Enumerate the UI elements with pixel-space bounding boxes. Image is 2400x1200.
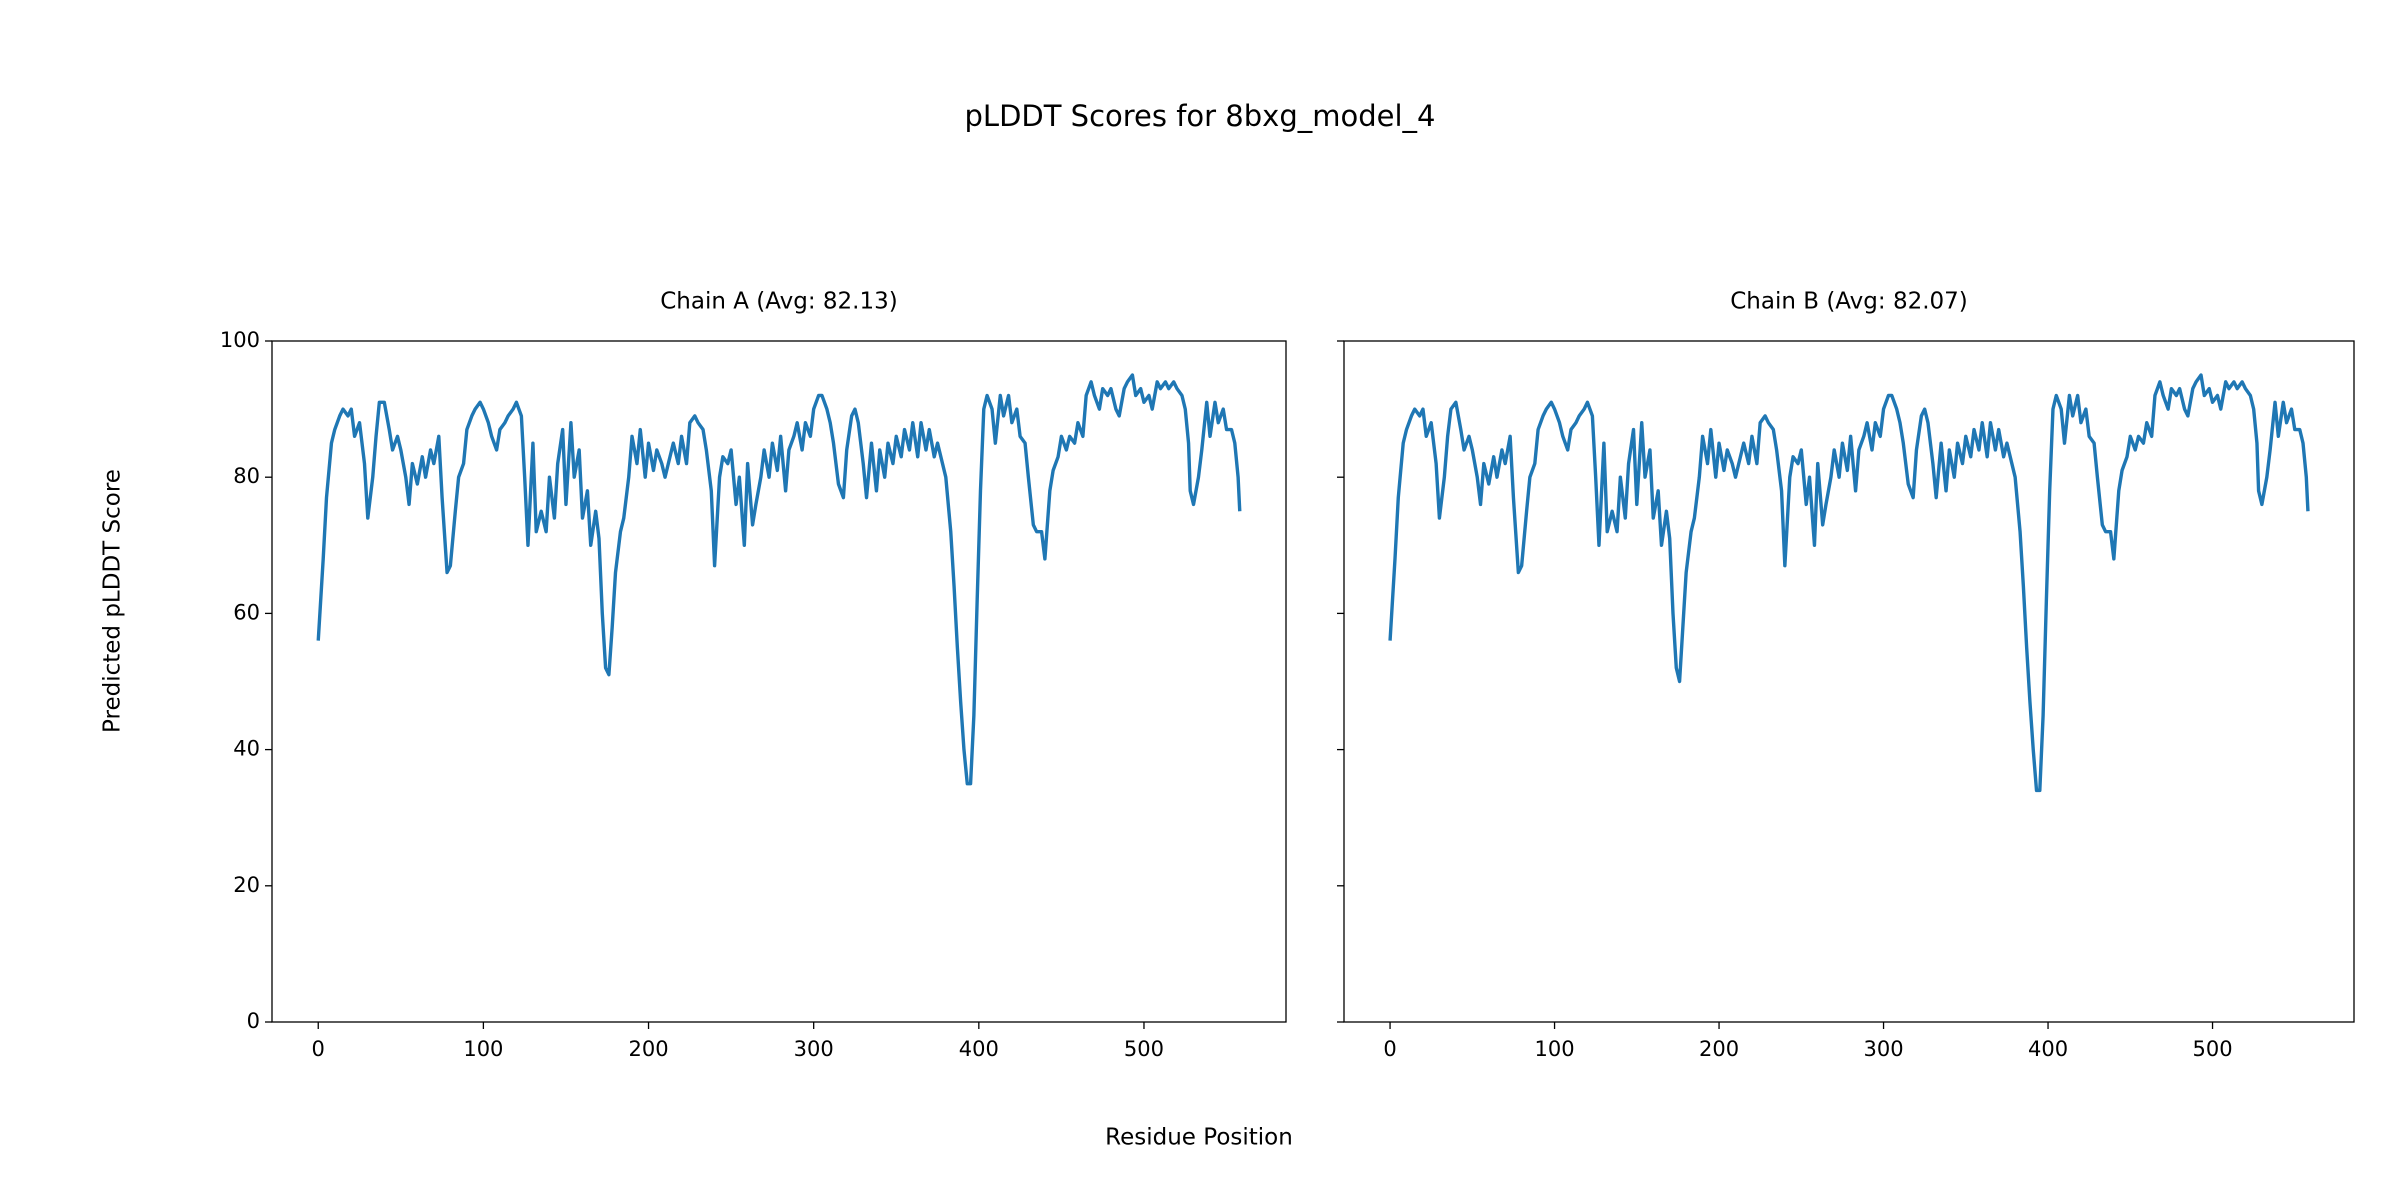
x-tick-label: 100 [1535,1037,1575,1061]
x-tick-label: 500 [1124,1037,1164,1061]
x-tick-label: 200 [1699,1037,1739,1061]
x-tick-label: 200 [628,1037,668,1061]
x-tick-label: 400 [959,1037,999,1061]
score-line [316,373,1242,786]
x-tick-label: 0 [312,1037,325,1061]
figure-title: pLDDT Scores for 8bxg_model_4 [965,99,1436,133]
y-tick-label: 80 [233,464,260,488]
subplot-title: Chain B (Avg: 82.07) [1730,289,1968,315]
y-axis-label: Predicted pLDDT Score [100,469,126,733]
x-tick-label: 300 [1863,1037,1903,1061]
subplot-title: Chain A (Avg: 82.13) [660,289,898,315]
x-tick-label: 300 [794,1037,834,1061]
y-tick-label: 0 [247,1009,260,1033]
y-tick-label: 60 [233,600,260,624]
axes-frame [1343,340,2355,1023]
y-tick-label: 40 [233,737,260,761]
y-tick-label: 100 [220,328,260,352]
x-tick-label: 500 [2192,1037,2232,1061]
y-tick-label: 20 [233,873,260,897]
x-axis-label: Residue Position [1105,1125,1293,1151]
x-tick-label: 400 [2028,1037,2068,1061]
x-tick-label: 100 [463,1037,503,1061]
score-line [1388,373,2310,793]
axes-frame [271,340,1287,1023]
x-tick-label: 0 [1383,1037,1396,1061]
